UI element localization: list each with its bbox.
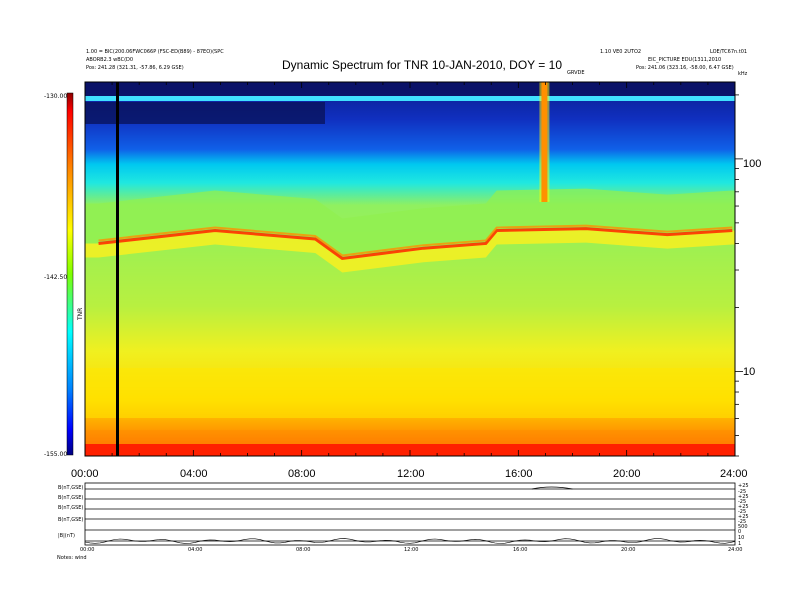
lower-panel-traces: [84, 486, 736, 544]
radio-burst-halo: [539, 82, 550, 202]
x-tick-label-0400: 04:00: [180, 468, 208, 480]
spectrum-dark-region: [85, 102, 325, 124]
header-left-line2: ABORB2.3 wBC(D0: [86, 57, 134, 63]
frequency-unit: kHz: [738, 71, 748, 77]
spectrum-top-band: [85, 82, 735, 100]
colorbar-label: TNR: [77, 307, 84, 320]
lower-x-tick-0400: 04:00: [188, 547, 203, 553]
lower-bump-trace: [531, 486, 573, 490]
spectrum-green-band: [85, 188, 735, 259]
header-left-line1: 1.00 = BIC(200.06FWC066P (FSC-ED(B89) - …: [86, 49, 224, 55]
colorbar: [66, 92, 74, 456]
lower-row-label-3: B(nT,GSE): [58, 505, 84, 511]
lower-right-label-8: -25: [738, 519, 747, 525]
lower-right-label-11: 10: [738, 535, 745, 541]
lower-row-label-5: |B|(nT): [58, 533, 75, 539]
lower-right-label-10: 0: [738, 529, 742, 535]
lower-right-label-4: -25: [738, 499, 747, 505]
spectrum-lower-orange: [85, 430, 735, 444]
lower-right-label-1: +25: [738, 483, 749, 489]
lower-x-tick-0800: 08:00: [296, 547, 311, 553]
lower-wavy-trace: [84, 538, 736, 544]
x-axis-ticks: [84, 82, 736, 456]
lower-right-label-5: +25: [738, 504, 749, 510]
x-tick-label-1600: 16:00: [505, 468, 533, 480]
y-tick-label-10: 10: [743, 366, 756, 378]
colorbar-tick-top: -130.00: [44, 93, 68, 100]
header-right-line1: 1.10 VE0 2UTO2: [600, 49, 642, 55]
lower-x-tick-2000: 20:00: [621, 547, 636, 553]
x-tick-label-2400: 24:00: [720, 468, 748, 480]
lower-x-tick-0000: 00:00: [80, 547, 95, 553]
lower-x-tick-2400: 24:00: [728, 547, 743, 553]
lower-x-tick-1600: 16:00: [513, 547, 528, 553]
y-tick-label-100: 100: [743, 158, 762, 170]
lower-row-label-2: B(nT,GSE): [58, 495, 84, 501]
x-tick-label-2000: 20:00: [613, 468, 641, 480]
spectrum-cyan-stripe: [85, 96, 735, 101]
header-right-line2: EIC_PICTURE EDU(1311,2010: [648, 57, 722, 63]
x-tick-label-0000: 00:00: [71, 468, 99, 480]
lower-right-label-9: 500: [738, 524, 748, 530]
plasma-line: [98, 227, 733, 261]
lower-right-label-7: +25: [738, 514, 749, 520]
lower-right-label-2: -25: [738, 489, 747, 495]
lower-row-label-4: B(nT,GSE): [58, 517, 84, 523]
spectrum-lower-yellow: [85, 368, 735, 418]
colorbar-tick-bottom: -155.00: [44, 451, 68, 458]
black-marker-line: [116, 82, 119, 456]
x-tick-label-0800: 08:00: [288, 468, 316, 480]
spectrum-layers: [85, 82, 735, 456]
header-corner-right: LOE/TC67n.t01: [710, 49, 748, 55]
header-left-line3: Pos: 241.28 (321.31, -57.86, 6.29 GSE): [86, 65, 184, 71]
lower-right-label-6: -25: [738, 509, 747, 515]
x-tick-label-1200: 12:00: [397, 468, 425, 480]
y-axis-ticks: [735, 94, 743, 457]
lower-panel-footer: Notes: wind: [57, 555, 87, 561]
colorbar-tick-mid: -142.50: [44, 274, 68, 281]
plasma-line-halo: [98, 224, 733, 257]
lower-panel-frame: [84, 482, 736, 546]
header-right-line3: Pos: 241.06 (323.16, -58.00, 6.47 GSE): [636, 65, 734, 71]
lower-right-label-3: +25: [738, 494, 749, 500]
lower-right-label-12: 1: [738, 541, 742, 547]
lower-row-label-1: B(nT,GSE): [58, 485, 84, 491]
marker-label: GRVDE: [567, 70, 585, 76]
lower-x-tick-1200: 12:00: [404, 547, 419, 553]
chart-title: Dynamic Spectrum for TNR 10-JAN-2010, DO…: [282, 58, 562, 72]
